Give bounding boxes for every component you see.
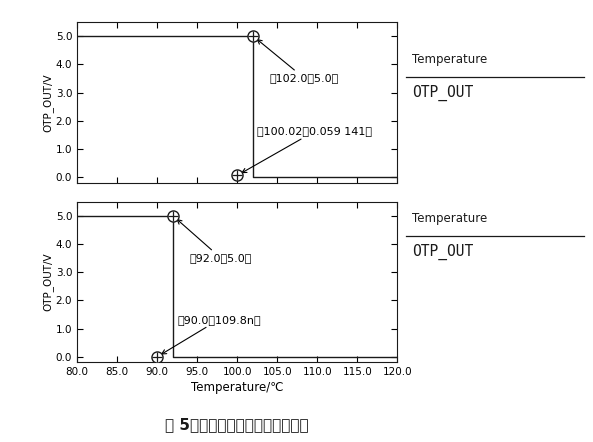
Y-axis label: OTP_OUT/V: OTP_OUT/V xyxy=(42,73,53,132)
Y-axis label: OTP_OUT/V: OTP_OUT/V xyxy=(42,253,53,312)
X-axis label: Temperature/℃: Temperature/℃ xyxy=(191,381,283,394)
Text: （102.0，5.0）: （102.0，5.0） xyxy=(257,40,339,83)
Text: Temperature: Temperature xyxy=(412,53,487,66)
Text: （90.0，109.8n）: （90.0，109.8n） xyxy=(162,315,261,354)
Text: 图 5　过温保护电路温度特性曲线: 图 5 过温保护电路温度特性曲线 xyxy=(165,417,309,432)
Text: OTP_OUT: OTP_OUT xyxy=(412,244,473,260)
Text: Temperature: Temperature xyxy=(412,212,487,225)
Text: （100.02，0.059 141）: （100.02，0.059 141） xyxy=(242,126,372,173)
Text: （92.0，5.0）: （92.0，5.0） xyxy=(177,220,251,263)
Text: OTP_OUT: OTP_OUT xyxy=(412,85,473,101)
